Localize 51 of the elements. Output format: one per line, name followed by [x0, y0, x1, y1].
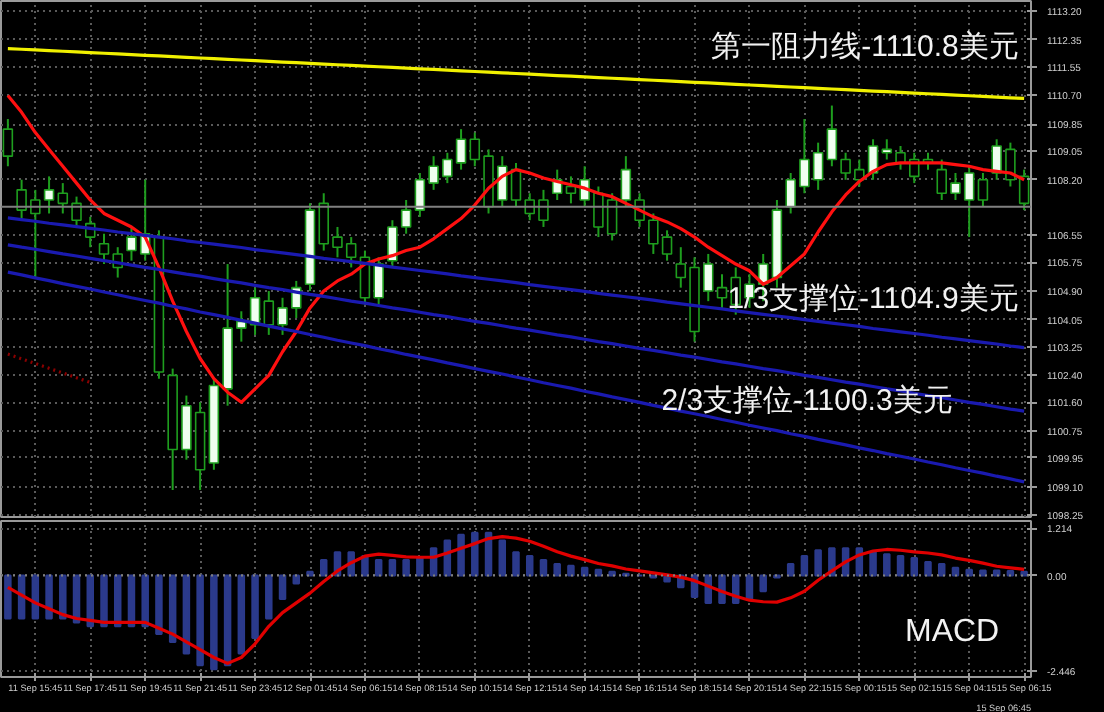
bar	[896, 555, 905, 577]
bar	[155, 574, 163, 636]
candlestick	[977, 172, 989, 208]
bar	[100, 574, 108, 628]
bar	[278, 574, 287, 600]
bar	[869, 551, 877, 577]
bar	[512, 551, 520, 577]
bar	[265, 574, 273, 620]
bar	[553, 562, 561, 577]
bar	[251, 574, 259, 639]
bar	[45, 574, 53, 620]
bar	[402, 559, 410, 577]
annotation: MACD	[905, 615, 1000, 649]
bar	[471, 531, 479, 577]
line-series	[6, 270, 1026, 484]
bar	[498, 539, 507, 577]
bar	[924, 560, 932, 577]
annotation: 第一阻力线-1110.8美元	[711, 30, 1019, 64]
bar	[567, 564, 575, 577]
bar	[196, 574, 204, 667]
bar	[965, 568, 973, 577]
bar	[951, 566, 960, 577]
bar	[237, 574, 246, 655]
line-series	[6, 535, 1026, 665]
bar	[883, 553, 891, 577]
line-series	[6, 352, 92, 385]
line-series	[6, 243, 1026, 413]
bar	[594, 568, 603, 577]
bar	[992, 569, 1001, 577]
bar	[4, 574, 12, 620]
bar	[141, 574, 149, 628]
bar	[800, 555, 809, 577]
bar	[525, 555, 534, 577]
bar	[910, 557, 919, 577]
bar	[539, 559, 548, 577]
bar	[786, 562, 795, 577]
bar	[580, 566, 589, 577]
line-series	[6, 216, 1026, 350]
bar	[416, 557, 424, 577]
bar	[210, 574, 218, 671]
bar	[759, 574, 767, 593]
bar	[59, 574, 67, 620]
bar	[374, 559, 383, 577]
bar	[937, 562, 946, 577]
bar	[814, 549, 822, 577]
candlestick	[2, 118, 14, 168]
bar	[979, 569, 987, 577]
bar	[319, 559, 328, 577]
bar	[457, 533, 465, 577]
candlestick	[881, 138, 893, 161]
bar	[388, 559, 397, 577]
